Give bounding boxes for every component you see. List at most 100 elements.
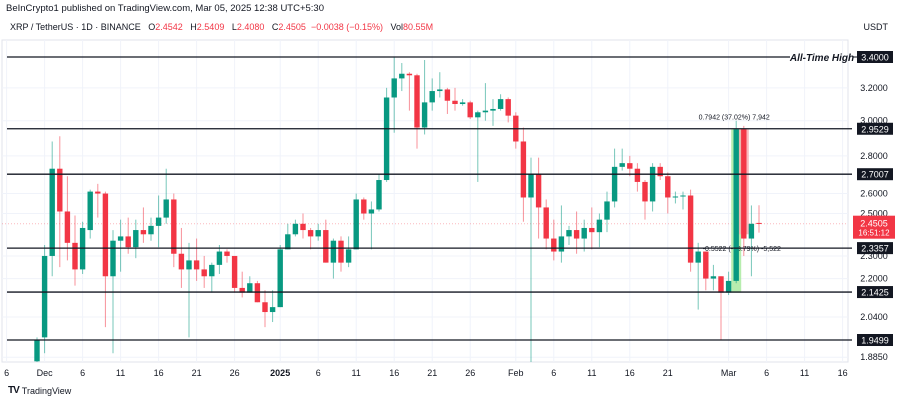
candle-up (148, 225, 154, 235)
publisher-caption: BeInCrypto1 published on TradingView.com… (6, 3, 325, 14)
candle-down (262, 302, 268, 313)
candle-up (285, 234, 291, 250)
candle-up (558, 236, 565, 252)
candle-up (353, 199, 359, 250)
low-value: 2.4080 (236, 22, 265, 32)
x-tick-label: 6 (316, 368, 321, 378)
high-label: H (190, 22, 197, 32)
tradingview-brand: TradingView (21, 385, 72, 396)
candle-up (748, 223, 755, 239)
x-tick-label: 21 (663, 368, 673, 378)
x-tick-label: 21 (192, 368, 202, 378)
candle-down (72, 242, 78, 270)
candle-down (543, 207, 549, 239)
footer: TV TradingView (8, 385, 71, 396)
candle-up (41, 255, 48, 338)
candle-up (566, 230, 572, 237)
candle-up (330, 240, 337, 263)
x-tick-label: 6 (764, 368, 769, 378)
x-tick-label: 16 (838, 368, 848, 378)
level-price-badge (857, 122, 893, 135)
candle-up (133, 230, 139, 248)
candle-down (627, 163, 633, 169)
candle-down (57, 168, 63, 212)
level-price-label: 2.7007 (861, 170, 889, 180)
level-price-label: 3.4000 (861, 53, 889, 63)
candle-down (95, 191, 101, 194)
close-value: 2.4505 (278, 22, 306, 32)
x-tick-label: 11 (116, 368, 125, 378)
level-price-label: 2.1425 (861, 288, 889, 298)
candle-up (581, 227, 587, 239)
candle-up (186, 260, 192, 270)
candle-down (239, 287, 245, 293)
candle-down (467, 102, 473, 118)
candle-down (414, 75, 420, 128)
candle-up (117, 236, 124, 241)
price-axis-label: 3.0000 (860, 116, 888, 126)
candle-down (505, 99, 511, 116)
low-label: L (231, 22, 237, 32)
candle-down (444, 89, 451, 101)
candle-down (535, 174, 542, 208)
candle-down (657, 166, 663, 177)
bar-countdown: 16:51:12 (858, 229, 890, 238)
candle-up (490, 108, 496, 111)
candle-down (551, 238, 557, 252)
price-axis-label: 3.2000 (860, 83, 888, 93)
measure-label: -0.5522 (-18.79%) -5,522 (703, 246, 781, 253)
candle-up (269, 307, 276, 313)
symbol-legend: XRP / TetherUS · 1D · BINANCE O2.4542 H2… (10, 22, 433, 32)
x-tick-label: 16 (625, 368, 635, 378)
candle-up (725, 280, 732, 293)
volume-label: Vol (390, 22, 404, 32)
candle-down (687, 195, 694, 263)
candle-up (604, 201, 610, 220)
candle-down (361, 199, 367, 214)
price-axis-label: 2.2000 (860, 274, 888, 284)
volume-value: 80.55M (403, 22, 434, 32)
candle-down (703, 251, 709, 279)
candle-up (383, 97, 390, 181)
price-axis-label: 1.8850 (860, 352, 888, 362)
candle-down (573, 230, 580, 239)
candle-down (520, 141, 527, 198)
price-axis-label: 2.8000 (860, 151, 888, 161)
candle-down (338, 240, 344, 263)
candle-up (672, 196, 679, 198)
candle-up (695, 251, 701, 263)
candle-up (429, 91, 435, 103)
candle-up (437, 89, 443, 92)
symbol-name[interactable]: XRP / TetherUS · 1D · BINANCE (10, 22, 141, 32)
candle-up (34, 339, 40, 362)
candle-up (368, 209, 375, 214)
x-tick-label: 21 (427, 368, 437, 378)
candle-down (201, 269, 207, 277)
level-price-badge (857, 242, 893, 255)
level-price-label: 1.9499 (861, 336, 889, 346)
candle-down (642, 181, 648, 202)
x-tick-label: 16 (154, 368, 164, 378)
candle-down (231, 255, 238, 288)
price-axis-label: 2.6000 (860, 189, 888, 199)
candle-up (110, 240, 116, 277)
candle-down (125, 236, 131, 248)
level-price-badge (857, 168, 893, 181)
currency-label[interactable]: USDT (863, 22, 889, 32)
candle-up (475, 112, 481, 118)
price-axis-label: 2.3000 (860, 251, 888, 261)
open-label: O (148, 22, 156, 32)
price-axis-label: 2.5000 (860, 209, 888, 219)
candle-down (178, 253, 185, 270)
x-tick-label: 6 (551, 368, 556, 378)
candle-up (680, 195, 686, 197)
measure-label: 0.7942 (37.02%) 7,942 (699, 114, 770, 121)
candle-down (741, 129, 747, 239)
level-price-label: 2.9529 (861, 124, 889, 134)
candle-up (421, 102, 428, 128)
candle-down (102, 193, 109, 277)
candle-down (634, 168, 641, 182)
tradingview-logo-icon: TV (8, 385, 20, 396)
candle-up (155, 217, 162, 226)
